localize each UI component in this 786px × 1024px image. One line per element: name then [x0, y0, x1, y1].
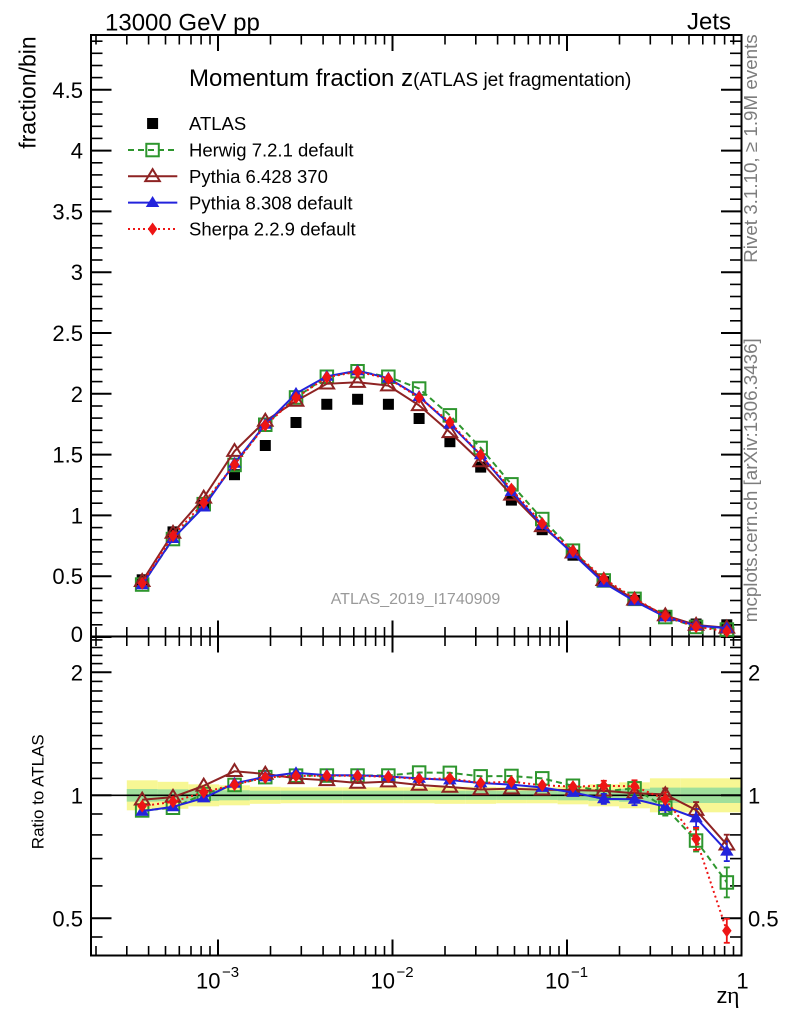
- svg-text:2: 2: [748, 660, 760, 685]
- svg-text:2.5: 2.5: [52, 321, 83, 346]
- svg-text:−2: −2: [397, 964, 414, 981]
- svg-text:1: 1: [748, 783, 760, 808]
- svg-text:Rivet 3.1.10, ≥ 1.9M events: Rivet 3.1.10, ≥ 1.9M events: [740, 34, 761, 263]
- svg-text:ATLAS: ATLAS: [189, 113, 246, 134]
- svg-text:0.5: 0.5: [748, 906, 779, 931]
- svg-text:10: 10: [371, 969, 395, 994]
- svg-text:Sherpa 2.2.9 default: Sherpa 2.2.9 default: [189, 219, 356, 240]
- svg-text:10: 10: [545, 969, 569, 994]
- svg-text:3: 3: [71, 260, 83, 285]
- svg-text:0.5: 0.5: [52, 906, 83, 931]
- svg-text:z: z: [717, 983, 728, 1008]
- svg-text:10: 10: [196, 969, 220, 994]
- svg-text:−3: −3: [222, 964, 239, 981]
- svg-text:2: 2: [71, 382, 83, 407]
- svg-text:0.5: 0.5: [52, 564, 83, 589]
- svg-text:1: 1: [71, 783, 83, 808]
- svg-text:Herwig 7.2.1 default: Herwig 7.2.1 default: [189, 140, 354, 161]
- svg-text:Pythia 8.308 default: Pythia 8.308 default: [189, 192, 353, 213]
- svg-text:13000 GeV pp: 13000 GeV pp: [105, 10, 260, 37]
- svg-text:1: 1: [736, 969, 748, 994]
- svg-text:2: 2: [71, 660, 83, 685]
- svg-text:0: 0: [71, 622, 83, 647]
- svg-text:−1: −1: [571, 964, 588, 981]
- svg-text:Pythia 6.428 370: Pythia 6.428 370: [189, 166, 328, 187]
- svg-text:Ratio to ATLAS: Ratio to ATLAS: [29, 734, 48, 849]
- svg-text:1: 1: [71, 503, 83, 528]
- svg-text:Jets: Jets: [687, 9, 731, 36]
- svg-text:ATLAS_2019_I1740909: ATLAS_2019_I1740909: [331, 591, 501, 608]
- svg-text:4.5: 4.5: [52, 78, 83, 103]
- svg-text:η: η: [727, 983, 740, 1009]
- svg-text:1.5: 1.5: [52, 443, 83, 468]
- svg-text:fraction/bin: fraction/bin: [15, 36, 41, 149]
- svg-text:mcplots.cern.ch [arXiv:1306.34: mcplots.cern.ch [arXiv:1306.3436]: [740, 338, 761, 622]
- svg-text:Momentum fraction z(ATLAS jet: Momentum fraction z(ATLAS jet fragmentat…: [189, 65, 631, 92]
- svg-text:3.5: 3.5: [52, 199, 83, 224]
- svg-text:4: 4: [71, 139, 83, 164]
